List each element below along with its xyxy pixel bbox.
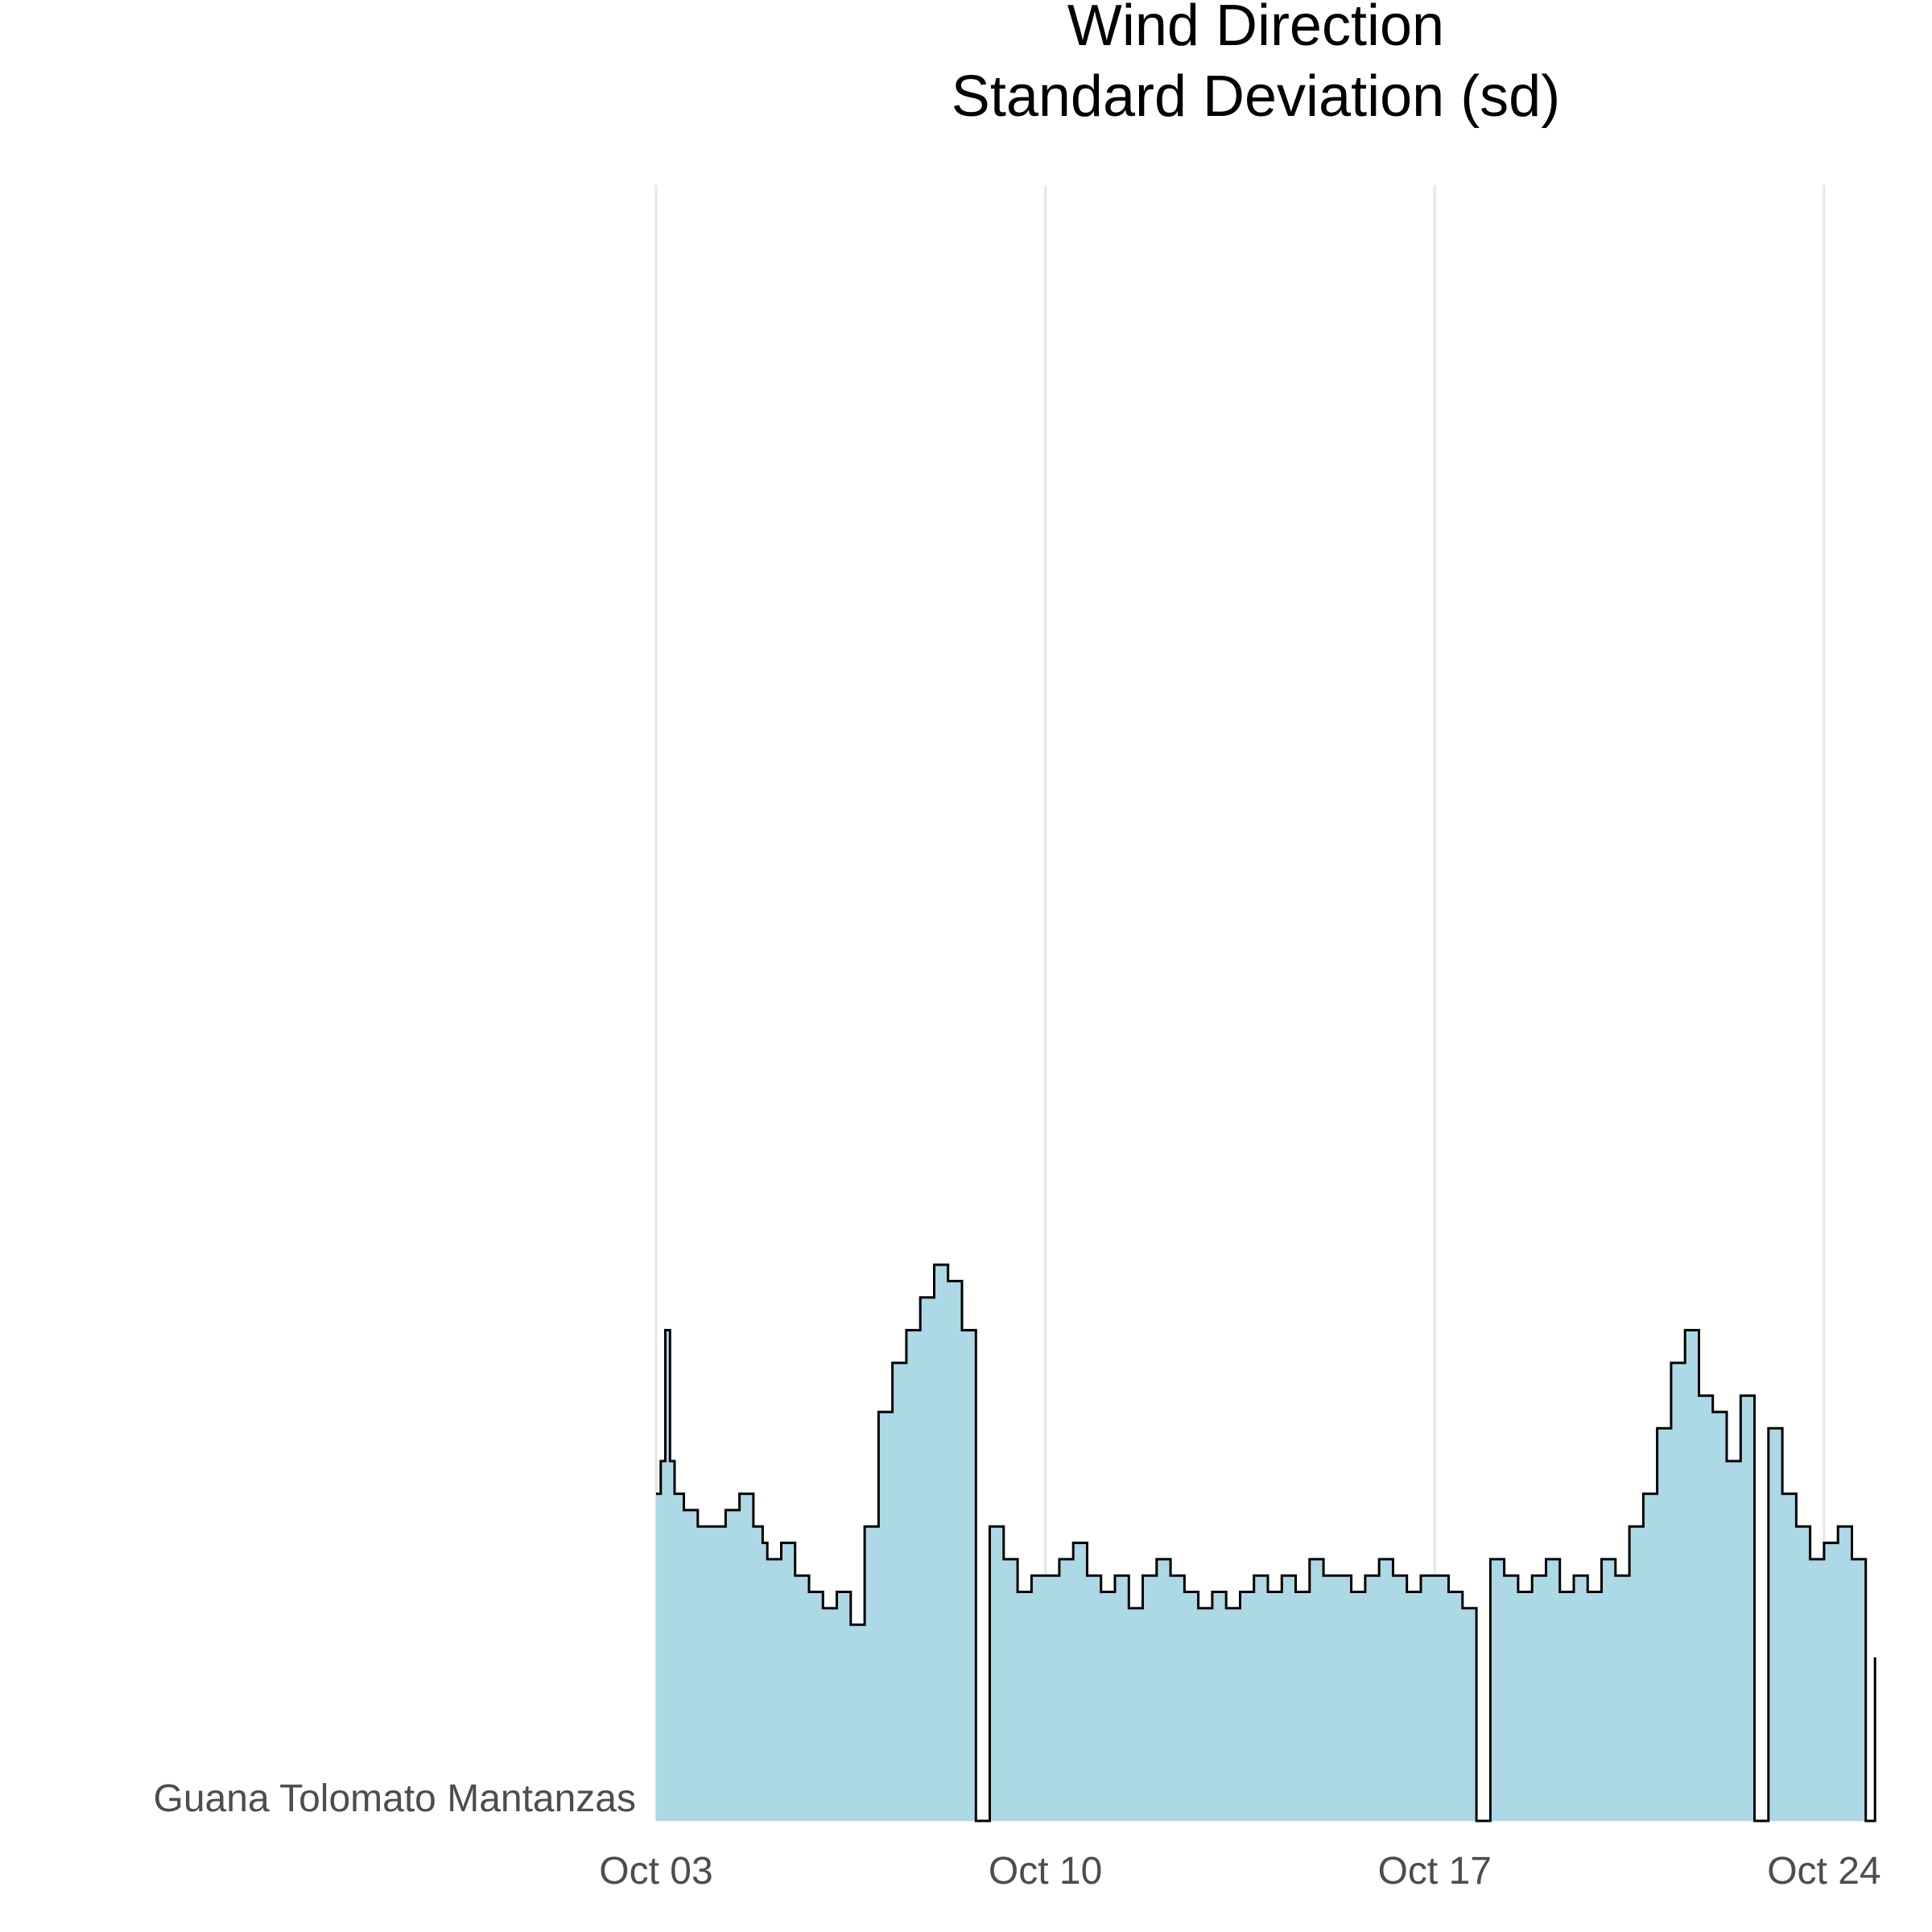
plot-area <box>656 1263 1876 1823</box>
series-area-fill <box>656 1265 1876 1821</box>
row-label: Guana Tolomato Mantanzas <box>154 1777 636 1820</box>
x-tick-label: Oct 24 <box>1767 1850 1880 1893</box>
x-tick-label: Oct 03 <box>599 1850 712 1893</box>
chart-title-line-1: Wind Direction <box>1067 0 1444 58</box>
series-line <box>656 1263 1876 1823</box>
x-tick-label: Oct 10 <box>989 1850 1102 1893</box>
x-tick-label: Oct 17 <box>1378 1850 1492 1893</box>
chart-title-line-2: Standard Deviation (sd) <box>952 64 1560 129</box>
x-axis-ticks: Oct 03 Oct 10 Oct 17 Oct 24 <box>599 1850 1880 1893</box>
